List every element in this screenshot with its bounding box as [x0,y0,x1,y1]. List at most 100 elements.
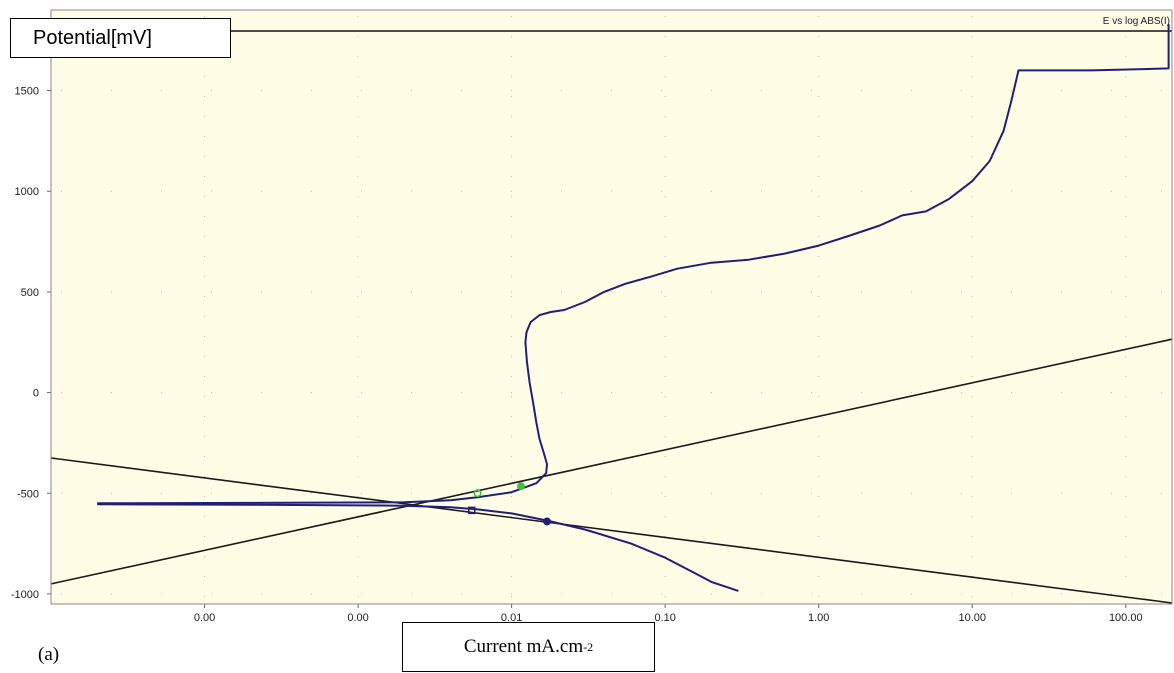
grid-dot [664,516,666,517]
cathodic-tafel-line [50,457,1173,604]
grid-dot [461,190,462,192]
grid-dot [111,492,112,494]
grid-dot [511,216,513,217]
y-tick-label: -500 [17,488,39,500]
grid-dot [1125,36,1127,37]
grid-dot [511,593,512,595]
grid-dot [511,156,513,157]
grid-dot [511,90,512,92]
grid-dot [664,416,666,417]
grid-dot [1125,576,1127,577]
grid-dot [357,596,359,597]
grid-dot [971,96,973,97]
grid-dot [204,156,206,157]
grid-dot [204,416,206,417]
grid-dot [811,492,812,494]
x-tick-label: 0.00 [347,612,368,624]
grid-dot [1061,392,1062,394]
grid-dot [664,216,666,217]
grid-dot [261,190,262,192]
grid-dot [204,16,206,17]
grid-dot [357,376,359,377]
grid-dot [971,176,973,177]
grid-dot [561,190,562,192]
grid-dot [511,236,513,237]
grid-dot [818,256,820,257]
data-markers [468,482,551,526]
grid-dot [761,190,762,192]
grid-dot [971,136,973,137]
grid-dot [204,596,206,597]
grid-dot [664,456,666,457]
grid-dot [461,392,462,394]
grid-dot [971,436,973,437]
grid-dot [357,336,359,337]
grid-dot [818,516,820,517]
grid-dot [661,90,662,92]
grid-dot [357,96,359,97]
grid-dot [161,291,162,293]
grid-dot [1061,593,1062,595]
grid-dot [357,136,359,137]
grid-dot [357,216,359,217]
grid-dot [818,336,820,337]
grid-dot [818,596,820,597]
grid-dot [511,492,512,494]
grid-dot [811,392,812,394]
grid-dot [511,276,513,277]
grid-dot [204,396,206,397]
grid-dot [511,496,513,497]
grid-dot [861,492,862,494]
grid-dot [611,291,612,293]
grid-dot [204,296,206,297]
grid-dot [357,396,359,397]
grid-dot [971,476,973,477]
grid-dot [818,576,820,577]
grid-dot [664,296,666,297]
grid-dot [357,496,359,497]
grid-dot [511,416,513,417]
grid-dot [961,90,962,92]
grid-dot [971,416,973,417]
grid-dot [664,436,666,437]
grid-dot [664,376,666,377]
grid-dot [357,76,359,77]
grid-dot [664,236,666,237]
grid-dot [511,296,513,297]
grid-dot [664,276,666,277]
grid-dot [761,90,762,92]
grid-dot [1011,492,1012,494]
grid-dot [511,36,513,37]
grid-dot [204,316,206,317]
grid-dot [818,56,820,57]
grid-dot [611,593,612,595]
grid-dot [1125,256,1127,257]
grid-dot [1125,476,1127,477]
grid-dot [1125,376,1127,377]
grid-dot [818,316,820,317]
grid-dot [357,176,359,177]
grid-dot [357,416,359,417]
grid-dot [664,176,666,177]
grid-dot [261,593,262,595]
grid-dot [61,492,62,494]
grid-dot [311,392,312,394]
grid-dot [511,176,513,177]
grid-dot [561,392,562,394]
grid-dot [211,593,212,595]
grid-dot [1125,556,1127,557]
grid-dot [761,593,762,595]
grid-dot [971,276,973,277]
grid-dot [661,291,662,293]
grid-dot [511,291,512,293]
grid-dot [818,36,820,37]
grid-dot [664,576,666,577]
grid-dot [461,492,462,494]
grid-dot [1011,392,1012,394]
grid [61,16,1172,597]
grid-dot [357,36,359,37]
grid-dot [711,190,712,192]
grid-dot [1125,356,1127,357]
grid-dot [211,90,212,92]
